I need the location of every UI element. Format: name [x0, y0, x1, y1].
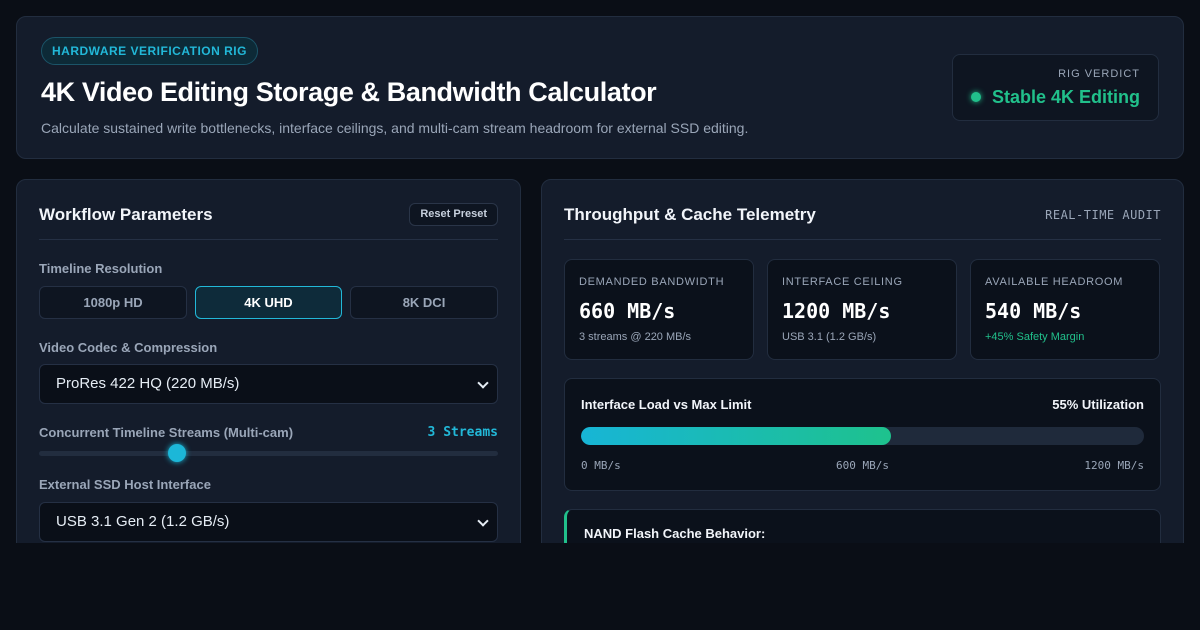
codec-select-value: ProRes 422 HQ (220 MB/s) — [56, 375, 240, 392]
metric-card-headroom: AVAILABLE HEADROOM 540 MB/s +45% Safety … — [970, 259, 1160, 360]
metric-label: AVAILABLE HEADROOM — [985, 276, 1124, 288]
metric-value: 540 MB/s — [985, 299, 1082, 323]
interface-select[interactable]: USB 3.1 Gen 2 (1.2 GB/s) — [39, 502, 498, 542]
workflow-parameters-panel: Workflow Parameters Reset Preset Timelin… — [16, 179, 521, 559]
streams-label: Concurrent Timeline Streams (Multi-cam) — [39, 425, 294, 440]
status-dot-icon — [971, 92, 981, 102]
divider — [564, 239, 1161, 240]
resolution-label: Timeline Resolution — [39, 261, 163, 276]
reset-preset-button[interactable]: Reset Preset — [409, 203, 498, 226]
panel-title: Workflow Parameters — [39, 205, 213, 224]
load-title: Interface Load vs Max Limit — [581, 397, 752, 412]
metric-note: +45% Safety Margin — [985, 331, 1085, 343]
divider — [39, 239, 498, 240]
audit-label: REAL-TIME AUDIT — [1045, 208, 1161, 222]
chevron-down-icon — [477, 377, 489, 389]
interface-select-value: USB 3.1 Gen 2 (1.2 GB/s) — [56, 513, 230, 530]
scale-tick: 600 MB/s — [836, 459, 889, 472]
metric-value: 660 MB/s — [579, 299, 676, 323]
streams-value: 3 Streams — [427, 425, 498, 440]
scale-tick: 0 MB/s — [581, 459, 621, 472]
utilization-label: 55% Utilization — [1052, 397, 1144, 412]
header-card: HARDWARE VERIFICATION RIG 4K Video Editi… — [16, 16, 1184, 159]
metric-card-ceiling: INTERFACE CEILING 1200 MB/s USB 3.1 (1.2… — [767, 259, 957, 360]
resolution-option-4k[interactable]: 4K UHD — [195, 286, 342, 319]
resolution-option-8k[interactable]: 8K DCI — [350, 286, 498, 319]
interface-label: External SSD Host Interface — [39, 477, 211, 492]
verdict-label: RIG VERDICT — [1058, 68, 1140, 80]
codec-select[interactable]: ProRes 422 HQ (220 MB/s) — [39, 364, 498, 404]
page-bottom — [0, 543, 1200, 630]
metric-label: INTERFACE CEILING — [782, 276, 903, 288]
utilization-bar — [581, 427, 1144, 445]
panel-title: Throughput & Cache Telemetry — [564, 205, 816, 224]
metric-note: 3 streams @ 220 MB/s — [579, 331, 692, 343]
chevron-down-icon — [477, 515, 489, 527]
cache-title: NAND Flash Cache Behavior: — [584, 526, 766, 541]
metric-card-demanded: DEMANDED BANDWIDTH 660 MB/s 3 streams @ … — [564, 259, 754, 360]
codec-label: Video Codec & Compression — [39, 340, 218, 355]
verdict-value: Stable 4K Editing — [991, 87, 1140, 107]
resolution-option-1080p[interactable]: 1080p HD — [39, 286, 187, 319]
slider-thumb[interactable] — [167, 444, 186, 462]
interface-load-card: Interface Load vs Max Limit 55% Utilizat… — [564, 378, 1161, 491]
utilization-bar-fill — [581, 427, 891, 445]
metric-note: USB 3.1 (1.2 GB/s) — [782, 331, 877, 343]
telemetry-panel: Throughput & Cache Telemetry REAL-TIME A… — [541, 179, 1184, 559]
rig-badge: HARDWARE VERIFICATION RIG — [41, 37, 258, 65]
streams-slider[interactable] — [39, 444, 498, 462]
page-subtitle: Calculate sustained write bottlenecks, i… — [41, 120, 749, 136]
metric-value: 1200 MB/s — [782, 299, 891, 323]
metric-label: DEMANDED BANDWIDTH — [579, 276, 725, 288]
page-title: 4K Video Editing Storage & Bandwidth Cal… — [41, 77, 657, 107]
rig-verdict-card: RIG VERDICT Stable 4K Editing — [952, 54, 1159, 121]
scale-tick: 1200 MB/s — [1084, 459, 1144, 472]
